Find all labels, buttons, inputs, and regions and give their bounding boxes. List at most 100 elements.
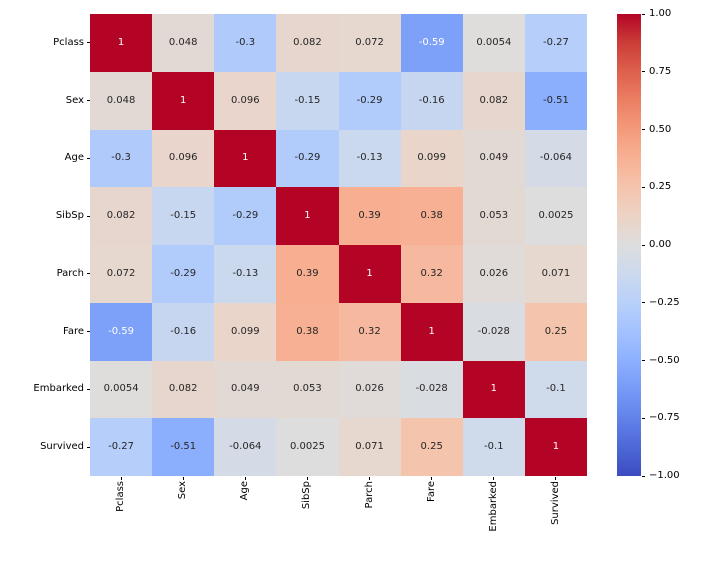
heatmap-cell: -0.29: [214, 187, 277, 245]
cell-value: -0.59: [108, 325, 134, 337]
heatmap-cell: 0.0054: [462, 14, 525, 72]
heatmap-cell: -0.16: [400, 71, 463, 130]
cell-value: -0.51: [543, 94, 569, 106]
cell-value: -0.59: [418, 36, 445, 48]
y-tick-label: Age: [64, 152, 84, 164]
cell-value: -0.27: [108, 441, 134, 453]
heatmap-cell: 0.072: [90, 245, 153, 303]
cell-value: 0.049: [230, 383, 260, 395]
cell-value: 0.25: [420, 441, 443, 453]
heatmap-cell: 0.32: [338, 302, 401, 361]
cell-value: 0.32: [358, 325, 381, 337]
y-tick-mark: [86, 331, 90, 333]
heatmap-cell: 0.082: [462, 71, 525, 130]
y-tick-label: Fare: [62, 325, 84, 337]
cell-value: 0.32: [420, 267, 443, 279]
heatmap-cell: -0.51: [524, 71, 587, 130]
cell-value: 1: [428, 325, 435, 337]
colorbar-tick-mark: [641, 475, 645, 477]
cell-value: 0.053: [479, 210, 509, 222]
colorbar-tick-label: −1.00: [649, 470, 680, 481]
cell-value: 0.096: [168, 152, 198, 164]
heatmap-grid: 1 0.048 -0.3 0.082 0.072 -0.59 0.0054 -0.27 0.04…: [90, 14, 587, 476]
heatmap-cell: 0.39: [338, 187, 401, 245]
cell-value: 1: [366, 267, 373, 279]
x-tick-label: Parch: [363, 481, 375, 509]
colorbar-tick-label: 0.00: [649, 239, 672, 250]
cell-value: -0.028: [415, 383, 448, 395]
cell-value: 0.049: [479, 152, 509, 164]
y-tick-label: Parch: [56, 267, 84, 279]
colorbar-tick-mark: [641, 302, 645, 304]
cell-value: -0.51: [170, 441, 197, 453]
heatmap-cell: 1: [524, 418, 587, 476]
cell-value: 0.38: [420, 210, 443, 222]
heatmap-cell: -0.29: [276, 129, 339, 188]
heatmap-cell: 1: [338, 245, 401, 303]
colorbar: [617, 14, 641, 476]
cell-value: 0.0025: [289, 441, 325, 453]
heatmap-cell: 0.38: [276, 302, 339, 361]
heatmap-cell: -0.15: [276, 71, 339, 130]
cell-value: -0.1: [546, 383, 566, 395]
y-tick-mark: [86, 42, 90, 44]
x-tick-label: Sex: [177, 481, 189, 500]
heatmap-cell: 0.053: [462, 187, 525, 245]
cell-value: 0.39: [296, 267, 319, 279]
cell-value: -0.13: [356, 152, 383, 164]
heatmap-cell: 0.39: [276, 245, 339, 303]
heatmap-cell: 0.0025: [524, 187, 587, 245]
heatmap-cell: 1: [152, 71, 215, 130]
y-tick-label: Sex: [65, 94, 84, 106]
cell-value: 0.38: [296, 325, 319, 337]
cell-value: -0.3: [111, 152, 131, 164]
colorbar-tick-label: −0.50: [649, 354, 680, 366]
heatmap-cell: 1: [90, 14, 153, 72]
heatmap-cell: 0.32: [400, 245, 463, 303]
colorbar-tick-label: −0.75: [649, 412, 680, 424]
cell-value: -0.16: [170, 325, 197, 337]
y-tick-mark: [86, 215, 90, 217]
heatmap-cell: -0.1: [524, 360, 587, 419]
x-tick-label: Pclass: [115, 481, 127, 512]
heatmap-cell: 1: [400, 302, 463, 361]
cell-value: -0.15: [170, 210, 197, 222]
colorbar-tick-mark: [641, 244, 645, 246]
cell-value: 0.026: [479, 267, 509, 279]
cell-value: 0.099: [417, 152, 446, 164]
x-tick-mark: [120, 476, 122, 480]
heatmap-cell: 0.25: [524, 302, 587, 361]
heatmap-cell: 0.0025: [276, 418, 339, 476]
heatmap-cell: -0.29: [152, 245, 215, 303]
heatmap-cell: 1: [276, 187, 339, 245]
x-tick-mark: [182, 476, 184, 480]
cell-value: 0.082: [479, 94, 509, 106]
cell-value: 0.082: [106, 210, 136, 222]
cell-value: -0.27: [543, 36, 569, 48]
heatmap-cell: 0.082: [90, 187, 153, 245]
y-tick-mark: [86, 388, 90, 390]
x-tick-mark: [555, 476, 557, 480]
cell-value: 1: [490, 383, 497, 395]
x-tick-mark: [244, 476, 246, 480]
heatmap-cell: -0.29: [338, 71, 401, 130]
colorbar-tick-label: 0.25: [649, 181, 672, 193]
heatmap-cell: 0.071: [524, 245, 587, 303]
x-tick-mark: [493, 476, 495, 480]
heatmap-cell: -0.3: [214, 14, 277, 72]
cell-value: -0.29: [294, 152, 321, 164]
heatmap-cell: 0.25: [400, 418, 463, 476]
y-tick-mark: [86, 157, 90, 159]
cell-value: 0.0054: [103, 383, 139, 395]
cell-value: 1: [180, 94, 187, 106]
heatmap-cell: -0.16: [152, 302, 215, 361]
cell-value: -0.29: [232, 210, 259, 222]
heatmap-cell: 1: [214, 129, 277, 188]
colorbar-tick-label: −0.25: [649, 296, 680, 308]
heatmap-cell: -0.59: [90, 302, 153, 361]
heatmap-cell: 0.099: [214, 302, 277, 361]
heatmap-cell: -0.13: [214, 245, 277, 303]
heatmap-cell: 0.096: [214, 71, 277, 130]
cell-value: 0.048: [106, 94, 136, 106]
y-tick-mark: [86, 446, 90, 448]
